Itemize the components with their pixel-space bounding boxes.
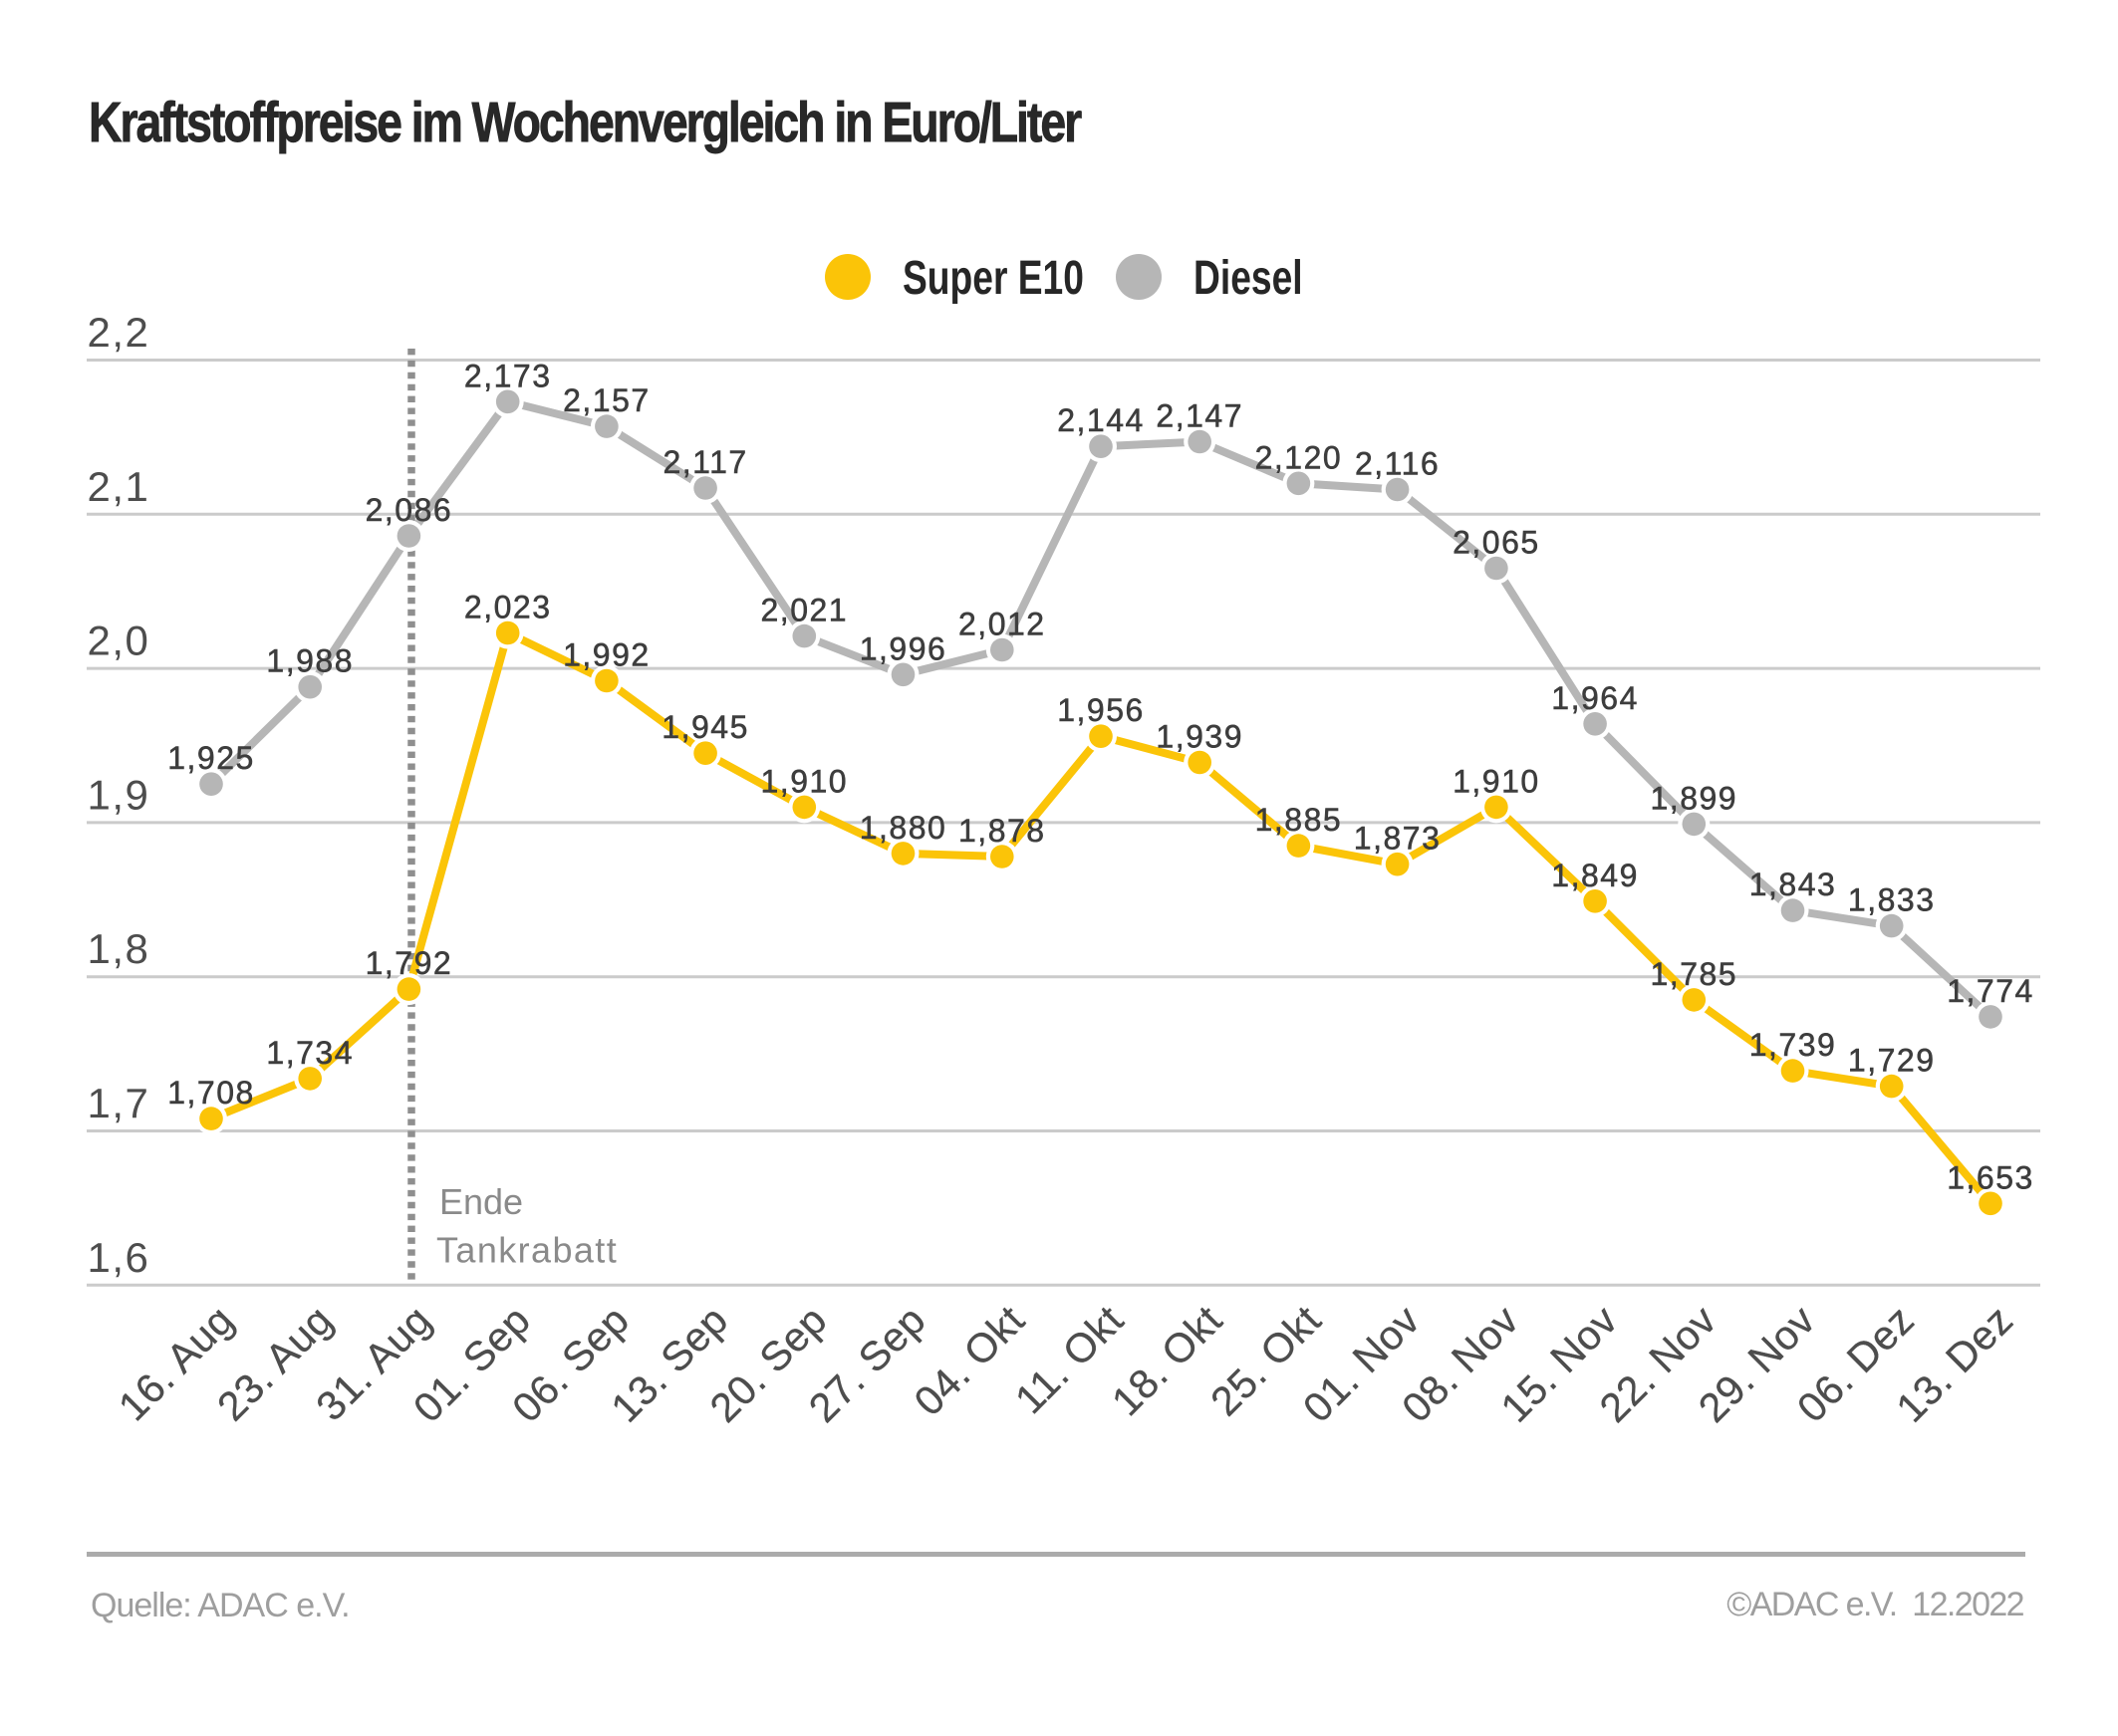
svg-text:1,774: 1,774: [1947, 973, 2034, 1009]
svg-text:2,086: 2,086: [366, 492, 453, 528]
svg-text:1,7: 1,7: [88, 1080, 150, 1126]
svg-text:Ende: Ende: [439, 1181, 523, 1222]
svg-text:2,021: 2,021: [761, 593, 849, 628]
svg-text:1,785: 1,785: [1651, 956, 1738, 992]
svg-text:Kraftstoffpreise im Wochenverg: Kraftstoffpreise im Wochenvergleich in E…: [89, 92, 1082, 155]
svg-text:2,2: 2,2: [88, 309, 150, 356]
svg-text:1,833: 1,833: [1848, 882, 1936, 918]
svg-text:Super E10: Super E10: [903, 252, 1084, 306]
svg-text:©ADAC e.V. 12.2022: ©ADAC e.V. 12.2022: [1726, 1586, 2023, 1623]
svg-text:2,157: 2,157: [563, 382, 651, 418]
svg-text:1,6: 1,6: [88, 1234, 150, 1281]
svg-text:2,023: 2,023: [464, 590, 552, 625]
svg-text:1,996: 1,996: [860, 630, 947, 666]
svg-text:1,988: 1,988: [266, 643, 354, 679]
svg-text:1,910: 1,910: [761, 763, 849, 799]
svg-text:1,9: 1,9: [88, 771, 150, 818]
svg-text:1,964: 1,964: [1551, 680, 1639, 716]
svg-text:1,843: 1,843: [1749, 867, 1837, 902]
svg-text:1,849: 1,849: [1551, 858, 1639, 893]
svg-text:2,012: 2,012: [958, 607, 1046, 642]
svg-text:1,899: 1,899: [1651, 780, 1738, 816]
svg-text:2,0: 2,0: [88, 618, 150, 664]
svg-text:2,144: 2,144: [1057, 402, 1145, 438]
svg-text:2,116: 2,116: [1355, 446, 1440, 482]
svg-text:1,734: 1,734: [266, 1035, 354, 1071]
svg-text:Diesel: Diesel: [1193, 252, 1303, 306]
svg-text:1,880: 1,880: [860, 810, 947, 846]
svg-text:2,117: 2,117: [662, 444, 747, 480]
svg-text:2,065: 2,065: [1453, 525, 1540, 561]
svg-text:1,910: 1,910: [1453, 763, 1540, 799]
svg-text:1,945: 1,945: [662, 709, 749, 745]
svg-text:1,792: 1,792: [366, 945, 453, 981]
svg-text:1,992: 1,992: [563, 637, 651, 673]
svg-text:1,653: 1,653: [1947, 1159, 2034, 1195]
svg-text:2,120: 2,120: [1255, 439, 1343, 475]
svg-text:1,939: 1,939: [1156, 719, 1243, 755]
svg-text:1,8: 1,8: [88, 925, 150, 972]
svg-text:1,956: 1,956: [1057, 692, 1145, 728]
svg-text:1,708: 1,708: [167, 1075, 255, 1111]
svg-text:Quelle: ADAC e.V.: Quelle: ADAC e.V.: [91, 1587, 350, 1624]
svg-text:2,1: 2,1: [88, 463, 150, 510]
svg-text:1,925: 1,925: [167, 740, 255, 776]
svg-text:1,739: 1,739: [1749, 1027, 1837, 1063]
svg-text:1,885: 1,885: [1255, 802, 1343, 838]
svg-text:1,873: 1,873: [1354, 821, 1442, 857]
svg-text:2,147: 2,147: [1156, 398, 1243, 434]
svg-text:Tankrabatt: Tankrabatt: [436, 1230, 618, 1271]
svg-text:1,878: 1,878: [958, 813, 1046, 849]
svg-text:2,173: 2,173: [464, 358, 552, 393]
svg-text:1,729: 1,729: [1848, 1043, 1936, 1079]
